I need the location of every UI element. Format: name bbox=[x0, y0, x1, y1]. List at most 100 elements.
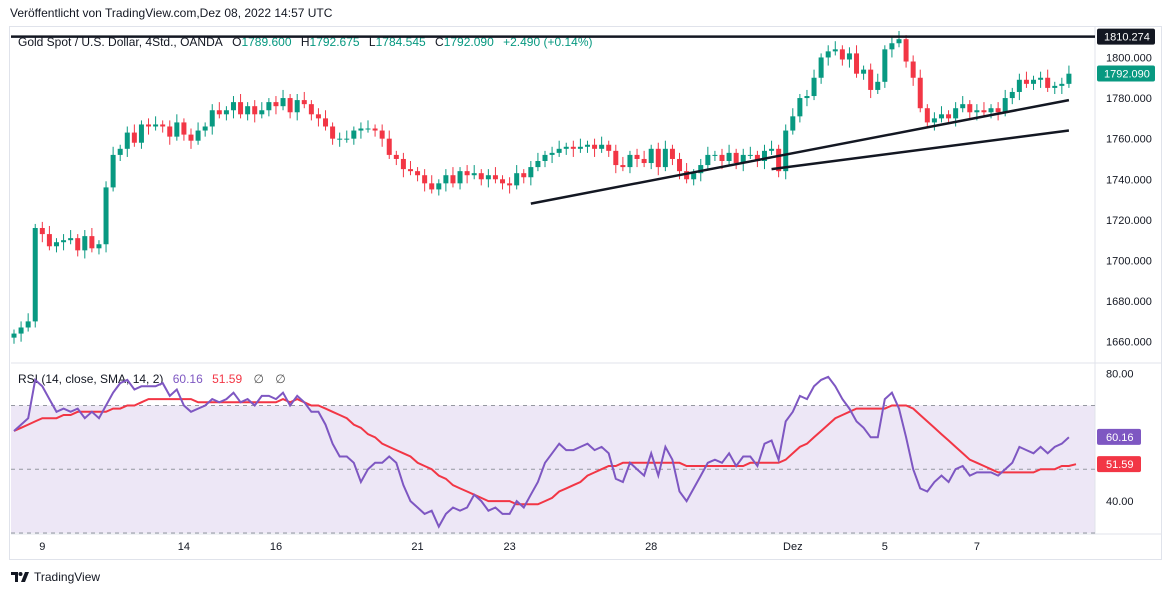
candle-body bbox=[429, 183, 435, 190]
candle-body bbox=[861, 69, 867, 74]
candle-body bbox=[854, 53, 860, 74]
candle-body bbox=[358, 128, 364, 131]
candle-body bbox=[655, 148, 661, 168]
candle-body bbox=[471, 173, 477, 176]
trendlines[interactable] bbox=[530, 98, 1070, 205]
settings-icon[interactable]: ∅ bbox=[275, 372, 286, 386]
candle-body bbox=[592, 144, 598, 149]
candle-body bbox=[931, 118, 937, 123]
candle-body bbox=[875, 81, 881, 90]
rsi-sma-line[interactable] bbox=[13, 398, 1077, 506]
candle-body bbox=[698, 165, 704, 174]
level-badge bbox=[1097, 28, 1155, 45]
candle-body bbox=[620, 165, 626, 168]
candle-body bbox=[719, 154, 725, 161]
price-tick-label: 1720.000 bbox=[1106, 215, 1152, 227]
candle-body bbox=[769, 148, 775, 151]
price-tick-label: 1760.000 bbox=[1106, 134, 1152, 146]
high-value: 1792.675 bbox=[309, 35, 360, 49]
candle-body bbox=[25, 321, 31, 328]
rsi-line[interactable] bbox=[13, 375, 1070, 529]
candle-body bbox=[443, 175, 449, 184]
candle-body bbox=[478, 173, 484, 180]
candle-body bbox=[528, 167, 534, 178]
candle-body bbox=[372, 128, 378, 131]
close-value: 1792.090 bbox=[443, 35, 494, 49]
rsi-value-badge bbox=[1097, 428, 1141, 445]
candle-body bbox=[124, 132, 130, 149]
time-tick-label: 9 bbox=[39, 541, 45, 553]
candle-body bbox=[223, 110, 229, 115]
candle-body bbox=[903, 39, 909, 62]
candle-body bbox=[308, 104, 314, 115]
price-tick-label: 1800.000 bbox=[1106, 52, 1152, 64]
price-tick-label: 1680.000 bbox=[1106, 296, 1152, 308]
candle-body bbox=[882, 49, 888, 82]
last-price-badge bbox=[1097, 65, 1155, 82]
candle-body bbox=[507, 183, 513, 186]
candle-body bbox=[648, 148, 654, 164]
candle-body bbox=[450, 175, 456, 184]
rsi-pane[interactable] bbox=[11, 375, 1095, 534]
price-tick-label: 1700.000 bbox=[1106, 255, 1152, 267]
candle-body bbox=[485, 175, 491, 180]
candle-body bbox=[967, 104, 973, 113]
symbol-legend[interactable]: Gold Spot / U.S. Dollar, 4Std., OANDA O1… bbox=[18, 35, 599, 49]
time-tick-label: 14 bbox=[178, 541, 190, 553]
time-axis[interactable]: 9 14 16 21 23 28 Dez 5 7 bbox=[39, 541, 980, 553]
candle-body bbox=[804, 96, 810, 99]
low-label: L bbox=[368, 35, 376, 49]
candle-body bbox=[776, 148, 782, 172]
candle-body bbox=[599, 144, 605, 149]
trendline[interactable] bbox=[530, 98, 1070, 205]
tradingview-footer[interactable]: TradingView bbox=[10, 570, 100, 584]
candle-body bbox=[89, 236, 95, 249]
candle-body bbox=[669, 148, 675, 159]
candle-body bbox=[917, 77, 923, 109]
price-tick-label: 1660.000 bbox=[1106, 337, 1152, 349]
rsi-title[interactable]: RSI (14, close, SMA, 14, 2) bbox=[18, 372, 164, 386]
candle-body bbox=[924, 108, 930, 123]
time-tick-label: 28 bbox=[645, 541, 657, 553]
candle-body bbox=[301, 100, 307, 105]
price-axis[interactable]: 1660.000 1680.000 1700.000 1720.000 1740.000… bbox=[1106, 52, 1152, 348]
time-tick-label: 23 bbox=[503, 541, 515, 553]
footer-brand: TradingView bbox=[34, 570, 101, 584]
trendline[interactable] bbox=[771, 129, 1070, 171]
rsi-value-badge-label: 60.16 bbox=[1106, 432, 1134, 444]
rsi-legend[interactable]: RSI (14, close, SMA, 14, 2) 60.16 51.59 … bbox=[18, 372, 286, 386]
candle-body bbox=[32, 228, 38, 322]
candle-body bbox=[393, 154, 399, 159]
candle-body bbox=[167, 126, 173, 137]
candle-body bbox=[209, 110, 215, 127]
candle-body bbox=[379, 130, 385, 139]
candle-body bbox=[960, 104, 966, 109]
candle-body bbox=[627, 154, 633, 168]
high-label: H bbox=[300, 35, 310, 49]
candle-body bbox=[839, 49, 845, 60]
candle-body bbox=[740, 154, 746, 164]
symbol-title[interactable]: Gold Spot / U.S. Dollar, 4Std., OANDA bbox=[18, 35, 223, 49]
time-tick-label: 5 bbox=[882, 541, 888, 553]
candlestick-series[interactable] bbox=[11, 31, 1072, 344]
resistance-level[interactable]: 1810.274 1792.090 bbox=[11, 28, 1155, 82]
rsi-axis[interactable]: 40.00 80.00 60.16 51.59 bbox=[1097, 369, 1141, 509]
candle-body bbox=[96, 244, 102, 249]
candle-body bbox=[570, 146, 576, 149]
candle-body bbox=[981, 110, 987, 113]
candle-body bbox=[202, 126, 208, 131]
candle-body bbox=[1045, 77, 1051, 88]
hide-icon[interactable]: ∅ bbox=[253, 372, 264, 386]
candle-body bbox=[195, 130, 201, 141]
candle-body bbox=[230, 102, 236, 111]
rsi-sma-value: 51.59 bbox=[212, 372, 243, 386]
chart-frame bbox=[9, 26, 1162, 560]
candle-body bbox=[188, 134, 194, 141]
candle-body bbox=[238, 102, 244, 115]
candle-body bbox=[365, 128, 371, 130]
candle-body bbox=[415, 171, 421, 176]
candle-body bbox=[938, 114, 944, 119]
time-tick-label: 7 bbox=[974, 541, 980, 553]
candle-body bbox=[464, 171, 470, 176]
